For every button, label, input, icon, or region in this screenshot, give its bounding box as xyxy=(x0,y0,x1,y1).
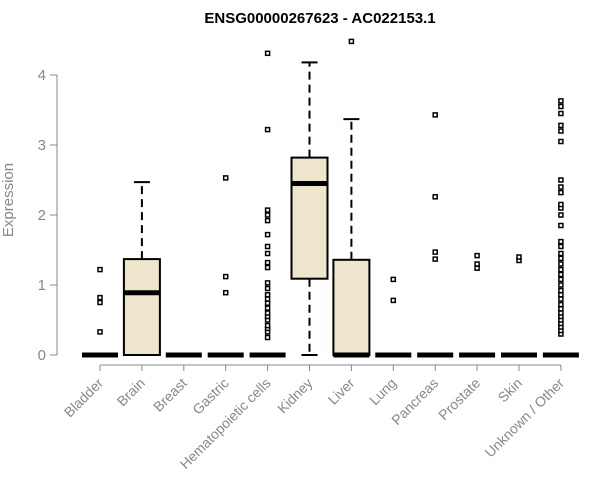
outlier-point xyxy=(264,334,271,341)
x-tick-label: Liver xyxy=(325,375,358,408)
chart-title: ENSG00000267623 - AC022153.1 xyxy=(204,10,435,27)
outlier-point xyxy=(558,266,564,273)
outlier-point xyxy=(474,252,480,259)
box-layer xyxy=(82,38,579,358)
outlier-point xyxy=(264,292,271,298)
x-tick-label: Kidney xyxy=(274,375,316,417)
outlier-point xyxy=(558,306,564,312)
box-rect xyxy=(122,258,161,357)
box-rect xyxy=(332,258,371,356)
outlier-point xyxy=(558,189,564,196)
outlier-point xyxy=(390,297,397,304)
x-tick-label: Lung xyxy=(366,375,399,408)
outlier-point xyxy=(264,259,271,266)
outlier-point xyxy=(558,122,564,129)
x-tick-label: Pancreas xyxy=(388,375,441,428)
outlier-point xyxy=(264,305,271,311)
outlier-point xyxy=(264,243,271,250)
outlier-point xyxy=(264,280,271,286)
outlier-point xyxy=(558,238,564,245)
outlier-point xyxy=(558,310,564,316)
outlier-point xyxy=(264,310,271,316)
outlier-point xyxy=(97,299,103,306)
outlier-point xyxy=(558,255,564,262)
outlier-point xyxy=(264,126,271,133)
x-tick-label: Skin xyxy=(495,375,526,406)
y-tick-label: 4 xyxy=(38,67,46,84)
outlier-point xyxy=(264,264,271,271)
outlier-point xyxy=(474,261,480,267)
outlier-point xyxy=(264,50,271,57)
outlier-point xyxy=(264,300,271,306)
box-brain xyxy=(122,181,161,357)
box-pancreas xyxy=(417,112,454,358)
outlier-point xyxy=(558,222,564,229)
outlier-point xyxy=(558,177,564,183)
outlier-point xyxy=(558,110,564,117)
outlier-point xyxy=(558,282,564,288)
outlier-point xyxy=(558,271,564,278)
outlier-point xyxy=(558,301,564,308)
outlier-point xyxy=(474,265,480,271)
outlier-point xyxy=(264,207,271,213)
y-axis-label: Expression xyxy=(0,163,17,237)
outlier-point xyxy=(558,287,564,294)
outlier-point xyxy=(432,249,438,255)
box-skin xyxy=(501,254,537,358)
outlier-point xyxy=(432,256,438,262)
box-hematopoietic-cells xyxy=(249,50,286,358)
outlier-point xyxy=(558,128,564,134)
x-tick-label: Brain xyxy=(114,375,148,409)
box-kidney xyxy=(290,61,329,356)
outlier-point xyxy=(97,329,103,335)
outlier-point xyxy=(558,296,564,302)
outlier-point xyxy=(264,285,271,292)
box-rect xyxy=(290,156,329,280)
outlier-point xyxy=(222,289,229,296)
outlier-point xyxy=(516,254,522,260)
outlier-point xyxy=(558,261,564,267)
outlier-point xyxy=(558,201,564,208)
outlier-point xyxy=(558,138,564,145)
outlier-point xyxy=(97,266,103,273)
outlier-point xyxy=(264,250,271,257)
y-tick-label: 3 xyxy=(38,137,46,154)
outlier-point xyxy=(432,112,438,118)
y-tick-label: 1 xyxy=(38,277,46,294)
box-unknown-other xyxy=(542,98,579,358)
x-tick-label: Unknown / Other xyxy=(481,375,567,461)
outlier-point xyxy=(558,103,564,110)
outlier-point xyxy=(264,322,271,329)
outlier-point xyxy=(432,194,438,200)
box-gastric xyxy=(207,175,244,358)
outlier-point xyxy=(558,212,564,218)
y-tick-label: 2 xyxy=(38,207,46,224)
box-lung xyxy=(375,276,412,358)
y-tick-label: 0 xyxy=(38,347,46,364)
x-tick-label: Prostate xyxy=(435,375,483,423)
outlier-point xyxy=(390,276,397,283)
outlier-point xyxy=(558,276,564,283)
outlier-point xyxy=(264,231,271,238)
x-tick-label: Bladder xyxy=(61,375,107,421)
outlier-point xyxy=(558,98,564,104)
outlier-point xyxy=(222,273,229,280)
x-tick-label: Breast xyxy=(150,375,190,415)
outlier-point xyxy=(264,212,271,218)
box-prostate xyxy=(459,252,496,358)
outlier-point xyxy=(222,175,229,181)
box-bladder xyxy=(82,266,118,358)
outlier-point xyxy=(558,243,564,250)
outlier-point xyxy=(264,217,271,224)
outlier-point xyxy=(558,250,564,257)
box-liver xyxy=(332,38,371,358)
outlier-point xyxy=(558,292,564,298)
outlier-point xyxy=(264,296,271,302)
outlier-point xyxy=(558,184,564,190)
outlier-point xyxy=(97,294,103,301)
outlier-point xyxy=(348,38,355,45)
